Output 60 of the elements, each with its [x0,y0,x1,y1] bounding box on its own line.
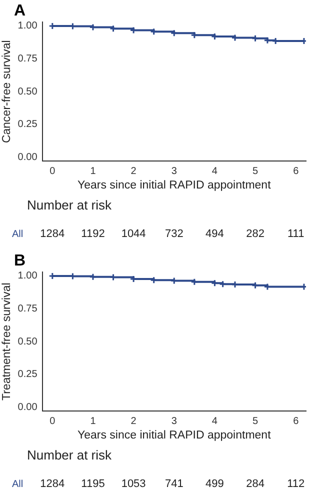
x-tick-label: 6 [293,416,300,427]
point [150,276,158,284]
y-tick-label: 0.75 [18,304,38,315]
y-tick-label: 0.00 [18,152,38,164]
point [252,34,260,42]
x-tick-label: 1 [90,416,96,427]
x-tick-label: 6 [293,166,300,177]
point [110,24,118,32]
x-tick-label: 5 [252,166,258,177]
text: Number at risk [27,448,112,463]
x-tick-label: 4 [212,166,218,177]
y-tick-label: 1.00 [18,270,38,282]
text: 284 [246,478,264,490]
point [89,273,97,281]
chart-title: A [14,2,26,20]
text: 111 [287,228,304,240]
x-axis-title: Years since initial RAPID appointment [78,179,272,192]
point [264,36,272,44]
point [190,278,198,286]
point [252,282,260,290]
text: 1284 [40,478,65,490]
x-tick-label: 0 [50,416,56,427]
x-tick-label: 4 [212,416,218,427]
text: 741 [164,478,184,490]
x-tick-label: 2 [130,166,137,177]
text: 732 [164,228,184,240]
y-tick-label: 0.75 [18,54,38,65]
y-tick-label: 0.25 [18,119,38,130]
x-tick-label: 2 [130,416,137,427]
y-axis-title: Treatment-free survival [1,282,14,401]
point [219,280,227,288]
x-axis-title: Years since initial RAPID appointment [78,429,272,442]
text: 494 [206,228,224,240]
y-tick-label: 1.00 [18,20,38,32]
y-tick-label: 0.50 [18,336,38,348]
x-tick-label: 3 [171,416,178,427]
text: Number at risk [27,198,112,213]
text: 1044 [121,228,146,240]
point [210,279,218,287]
x-tick-label: 0 [50,166,56,177]
point [190,31,198,39]
y-axis-title: Cancer-free survival [1,40,14,144]
y-tick-label: 0.25 [18,369,38,380]
text: 112 [287,478,305,490]
point [170,29,178,37]
text: 499 [206,478,224,490]
x-tick-label: 5 [252,416,258,427]
x-tick-label: 3 [171,166,178,177]
text: 1192 [81,228,105,240]
y-tick-label: 0.00 [18,402,38,414]
text: All [12,228,24,240]
chart-title: B [14,252,26,270]
text: 1284 [40,228,65,240]
x-tick-label: 1 [90,166,96,177]
text: 1195 [81,478,105,490]
text: 282 [246,228,264,240]
text: All [12,478,24,490]
y-tick-label: 0.50 [18,86,38,98]
text: 1053 [121,478,146,490]
point [150,28,158,36]
